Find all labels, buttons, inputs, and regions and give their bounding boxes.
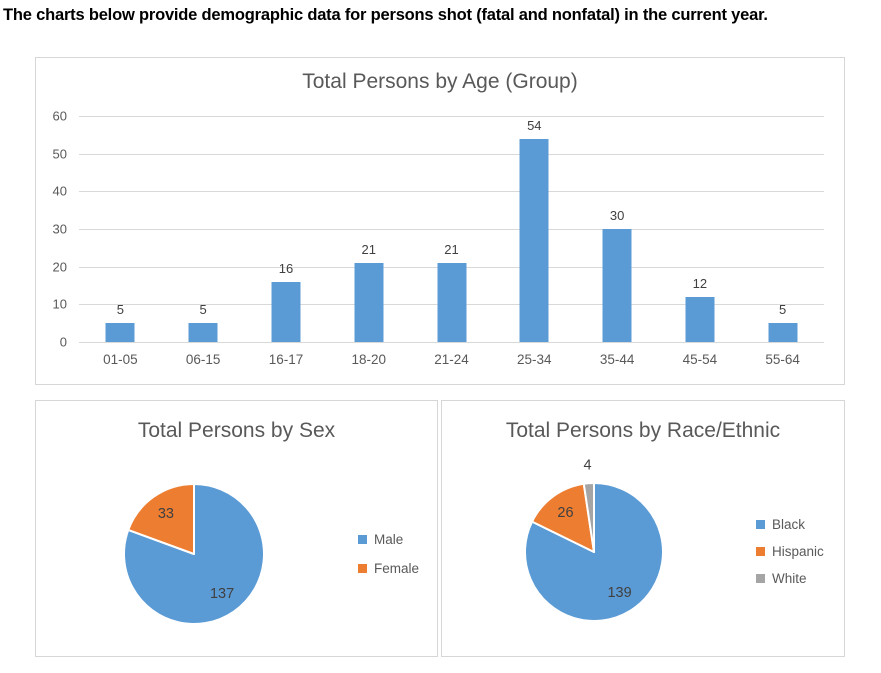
bar: [105, 323, 135, 342]
legend-label: Female: [374, 561, 420, 576]
legend-item-female: Female: [358, 561, 419, 576]
age-chart-title: Total Persons by Age (Group): [302, 70, 578, 93]
bar-column: 5: [741, 116, 824, 342]
gridline: [79, 191, 824, 193]
pie-data-label: 4: [583, 457, 591, 473]
x-category-label: 06-15: [185, 352, 221, 367]
x-category-label: 01-05: [103, 352, 138, 367]
bar-data-label: 12: [692, 275, 708, 291]
legend-item-white: White: [756, 571, 824, 586]
age-chart-panel: Total Persons by Age (Group) 0 10 20 30 40 50…: [35, 57, 845, 385]
sex-chart-panel: Total Persons by Sex 137 33 Male Female: [35, 400, 438, 657]
bar-column: 21: [327, 116, 410, 342]
gridline: [79, 342, 824, 343]
bar-data-label: 54: [527, 117, 542, 133]
pie-slice-female: [127, 483, 195, 555]
legend-marker: [358, 564, 367, 573]
bar-data-label: 5: [779, 302, 787, 318]
gridline: [79, 153, 824, 155]
y-tick-label: 0: [59, 334, 67, 350]
bar-column: 12: [658, 116, 741, 342]
x-category-label: 18-20: [351, 352, 386, 367]
sex-chart-title: Total Persons by Sex: [137, 419, 336, 442]
report-header-text: The charts below provide demographic dat…: [3, 6, 768, 24]
legend-label: White: [772, 571, 807, 586]
legend-marker: [756, 547, 765, 556]
gridline: [79, 229, 824, 230]
pie-data-label: 137: [210, 586, 234, 602]
bar-column: 21: [410, 116, 493, 342]
x-category-label: 55-64: [765, 352, 800, 367]
bar-column: 54: [493, 116, 576, 342]
bar: [602, 229, 632, 342]
legend-label: Hispanic: [772, 544, 824, 559]
pie-data-label: 26: [557, 505, 573, 521]
y-tick-label: 20: [52, 259, 67, 275]
bar-data-label: 16: [278, 260, 294, 276]
pie-data-label: 33: [158, 506, 174, 522]
bar-column: 5: [79, 116, 162, 342]
bar-data-label: 21: [361, 241, 376, 257]
legend-marker: [358, 535, 367, 544]
sex-pie-chart: 137 33: [123, 483, 265, 625]
x-category-label: 35-44: [599, 352, 635, 367]
legend-label: Male: [374, 532, 404, 547]
y-tick-label: 40: [52, 183, 67, 199]
age-chart-x-axis: 01-05 06-15 16-17 18-20 21-24 25-34 35-44 45-54…: [79, 352, 824, 367]
bar-data-label: 5: [199, 302, 207, 318]
legend-marker: [756, 520, 765, 529]
y-tick-label: 10: [52, 296, 67, 312]
legend-label: Black: [772, 517, 806, 532]
x-category-label: 45-54: [682, 352, 718, 367]
sex-chart-legend: Male Female: [358, 532, 419, 576]
legend-item-black: Black: [756, 517, 824, 532]
x-category-label: 21-24: [434, 352, 469, 367]
bar: [685, 296, 715, 342]
pie-slice-white: [582, 481, 595, 553]
age-chart-bars: 5 5 16 21 21 54 30 12 5: [79, 116, 824, 342]
age-chart-plot-area: 5 5 16 21 21 54 30 12 5: [79, 116, 824, 343]
bar: [768, 323, 798, 342]
bar-column: 16: [245, 116, 328, 342]
pie-slice-hispanic: [531, 482, 595, 553]
race-chart-title: Total Persons by Race/Ethnic: [505, 419, 781, 442]
pie-data-label: 139: [607, 585, 631, 601]
legend-item-male: Male: [358, 532, 419, 547]
x-category-label: 25-34: [517, 352, 552, 367]
age-chart-y-axis: 0 10 20 30 40 50 60: [36, 109, 70, 350]
race-chart-legend: Black Hispanic White: [756, 517, 824, 586]
bar-column: 5: [162, 116, 245, 342]
legend-item-hispanic: Hispanic: [756, 544, 824, 559]
legend-marker: [756, 574, 765, 583]
bar-data-label: 30: [609, 208, 625, 223]
bar: [437, 262, 467, 342]
bar-column: 30: [576, 116, 659, 342]
y-tick-label: 60: [52, 108, 67, 124]
race-chart-panel: Total Persons by Race/Ethnic 139 26 4 Blac…: [441, 400, 845, 657]
race-pie-chart: 139 26 4: [524, 457, 664, 622]
x-category-label: 16-17: [268, 352, 304, 367]
bar: [188, 323, 218, 342]
bar: [519, 138, 549, 342]
y-tick-label: 50: [52, 146, 67, 162]
y-tick-label: 30: [52, 221, 67, 237]
bar: [271, 281, 301, 342]
gridline: [79, 116, 824, 117]
bar: [354, 262, 384, 342]
bar-data-label: 5: [116, 302, 125, 318]
bar-data-label: 21: [444, 241, 459, 257]
